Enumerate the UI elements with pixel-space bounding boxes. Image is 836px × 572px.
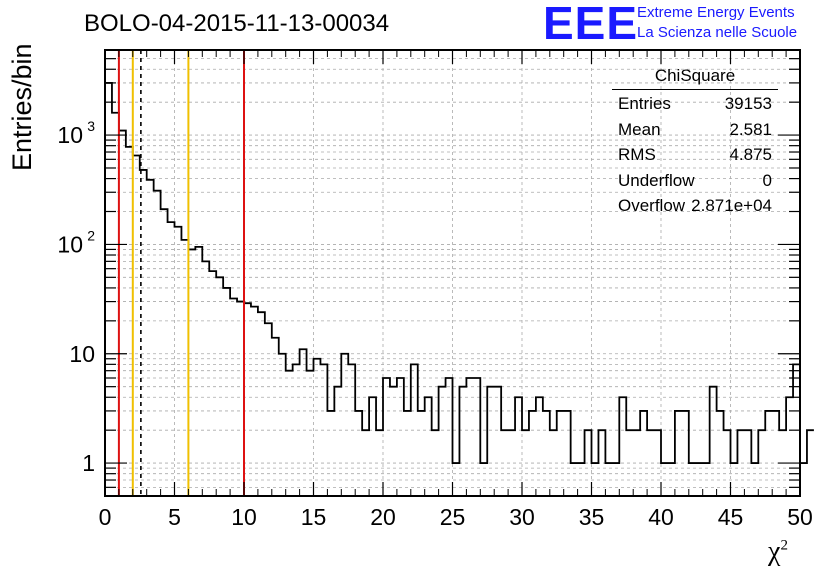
stats-key: Entries <box>618 94 671 113</box>
x-tick-label: 0 <box>99 504 112 530</box>
y-tick-label-exponent: 3 <box>87 118 95 134</box>
y-tick-label: 10 <box>69 341 95 367</box>
stats-row: Overflow 2.871e+04 <box>612 193 778 219</box>
stats-title: ChiSquare <box>612 66 778 90</box>
stats-key: Overflow <box>618 196 686 215</box>
run-title: BOLO-04-2015-11-13-00034 <box>84 10 390 37</box>
stats-row: Entries 39153 <box>612 91 778 117</box>
y-axis-label: Entries/bin <box>7 43 37 171</box>
stats-row: Underflow 0 <box>612 168 778 194</box>
reference-lines <box>117 50 245 496</box>
x-tick-label: 30 <box>509 504 535 530</box>
y-tick-label-exponent: 2 <box>87 227 95 243</box>
x-tick-label: 15 <box>301 504 327 530</box>
x-tick-label: 5 <box>168 504 181 530</box>
x-tick-label: 40 <box>648 504 674 530</box>
x-axis-label: χ2 <box>768 536 788 568</box>
x-tick-label: 20 <box>370 504 396 530</box>
stats-value: 39153 <box>724 94 772 113</box>
eee-logo: EEE Extreme Energy Events La Scienza nel… <box>543 0 835 49</box>
y-tick-label: 10 <box>57 122 83 148</box>
histogram-series <box>105 82 814 464</box>
stats-value: 2.581 <box>729 119 772 139</box>
logo-line-2: La Scienza nelle Scuole <box>637 24 798 41</box>
x-tick-label: 35 <box>579 504 605 530</box>
stats-value: 4.875 <box>729 145 772 164</box>
y-tick-label: 1 <box>82 450 95 476</box>
x-axis-label-sup: 2 <box>780 537 788 554</box>
logo-line-1: Extreme Energy Events <box>637 4 795 21</box>
x-tick-label: 45 <box>718 504 744 530</box>
stats-row: RMS 4.875 <box>612 142 778 168</box>
axis-ticks <box>104 49 801 497</box>
x-tick-label: 50 <box>787 504 813 530</box>
x-axis-label-base: χ <box>768 536 781 567</box>
stats-key: Mean <box>618 119 661 139</box>
logo-wordmark: EEE <box>543 0 639 49</box>
stats-row: Mean 2.581 <box>612 117 778 143</box>
stats-value: 2.871e+04 <box>691 196 772 215</box>
y-tick-label: 10 <box>57 231 83 257</box>
stats-value: 0 <box>762 170 772 190</box>
x-tick-label: 10 <box>231 504 257 530</box>
stats-box: ChiSquare Entries 39153 Mean 2.581 RMS 4.87… <box>612 66 778 219</box>
x-tick-label: 25 <box>440 504 466 530</box>
stats-key: Underflow <box>618 170 695 190</box>
stats-key: RMS <box>618 145 656 164</box>
